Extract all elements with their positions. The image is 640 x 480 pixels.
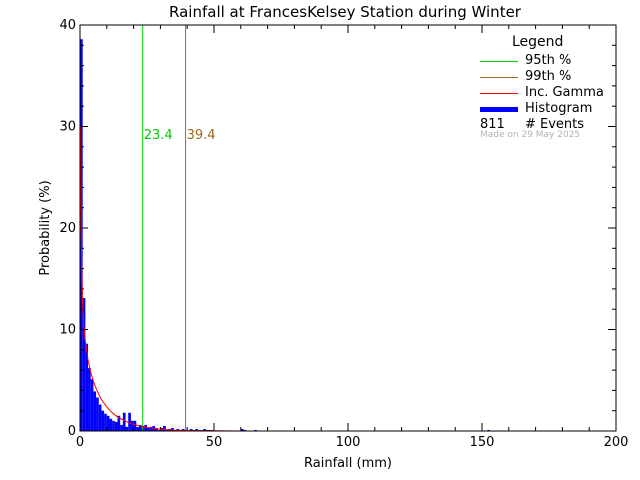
y-axis-label: Probability (%) [38, 180, 53, 275]
events-label: # Events [525, 117, 585, 132]
made-on-note: Made on 29 May 2025 [480, 130, 581, 140]
events-count: 811 [480, 117, 505, 132]
legend-label-gamma: Inc. Gamma [525, 85, 604, 100]
percentile-lines: 23.4 39.4 [142, 25, 216, 431]
histogram-bar [120, 424, 123, 431]
x-tick-label: 0 [76, 435, 84, 450]
histogram-bar [106, 415, 110, 431]
histogram-bar [133, 420, 137, 431]
histogram-bar [171, 427, 174, 431]
histogram-bar [130, 420, 134, 431]
x-axis-label: Rainfall (mm) [304, 456, 392, 471]
histogram-bar [195, 428, 198, 431]
x-tick-label: 100 [336, 435, 361, 450]
legend-item-histogram: Histogram [478, 101, 628, 118]
y-tick-label: 30 [59, 120, 76, 135]
histogram-bar [88, 368, 91, 431]
histogram-bar [147, 427, 150, 431]
histogram-bar [136, 426, 139, 431]
histogram-bar [117, 415, 121, 431]
histogram-bar [144, 424, 147, 431]
legend-label-histogram: Histogram [525, 101, 593, 116]
x-tick-label: 200 [604, 435, 629, 450]
legend-item-95th: 95th % [478, 53, 628, 70]
histogram-bar [96, 397, 99, 431]
legend-title: Legend [512, 34, 564, 50]
histogram-bar [85, 343, 89, 431]
legend-item-99th: 99th % [478, 69, 628, 86]
histogram-bar [114, 421, 118, 431]
legend-item-gamma: Inc. Gamma [478, 85, 628, 102]
legend-label-99th: 99th % [525, 69, 572, 84]
percentile-label-99th: 39.4 [187, 128, 216, 143]
axis-ticks: 0 50 100 150 200 0 10 20 30 40 [59, 18, 628, 450]
histogram-bar [101, 410, 105, 431]
histogram-bar [163, 425, 166, 431]
legend-swatch-histogram [480, 107, 518, 112]
histogram-bar [125, 426, 129, 431]
histogram-bar [93, 391, 97, 431]
histogram-bar [82, 298, 86, 431]
legend-swatch-gamma [480, 93, 518, 94]
histogram-bar [128, 412, 131, 431]
histogram-bar [149, 426, 153, 431]
histogram-bar [104, 413, 107, 431]
percentile-label-95th: 23.4 [144, 128, 173, 143]
histogram-bar [122, 412, 126, 431]
histogram-bar [203, 428, 206, 431]
plot-frame [79, 24, 617, 432]
histogram-bar [254, 429, 257, 431]
legend-swatch-95th [480, 61, 518, 62]
histogram-bar [112, 420, 115, 431]
histogram-bar [90, 379, 94, 431]
y-tick-label: 20 [59, 221, 76, 236]
histogram-bar [165, 429, 169, 431]
legend-events-row: 811 # Events [478, 117, 628, 134]
histogram-bar [157, 429, 161, 431]
histogram-bar [138, 424, 142, 431]
x-tick-label: 150 [470, 435, 495, 450]
histogram-bar [243, 429, 247, 431]
y-tick-label: 0 [68, 424, 76, 439]
histogram-bar [189, 428, 193, 431]
histogram-bar [155, 427, 158, 431]
histogram-bar [240, 428, 244, 431]
histogram-bar [98, 404, 102, 431]
legend-swatch-99th [480, 77, 518, 78]
legend-label-95th: 95th % [525, 53, 572, 68]
y-tick-label: 40 [59, 18, 76, 33]
histogram-bar [109, 418, 113, 431]
y-tick-label: 10 [59, 323, 76, 338]
x-tick-label: 50 [206, 435, 223, 450]
chart-title: Rainfall at FrancesKelsey Station during… [169, 3, 522, 21]
histogram-bars [80, 39, 491, 432]
gamma-curve [80, 126, 616, 432]
histogram-bar [487, 429, 491, 431]
